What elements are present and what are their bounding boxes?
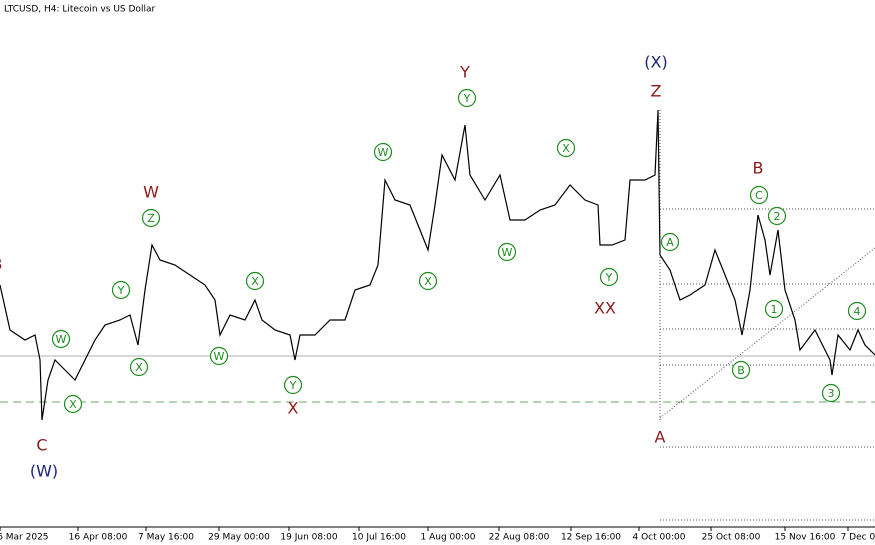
x-tick-label: 16 Apr 08:00 <box>69 533 128 543</box>
wave-label: B <box>753 159 764 178</box>
wave-label: Z <box>651 82 662 101</box>
wave-circle <box>283 375 303 395</box>
wave-label: A <box>655 428 666 447</box>
wave-circle <box>497 242 517 262</box>
wave-label: Z <box>147 212 155 225</box>
x-tick-label: 15 Nov 16:00 <box>775 533 836 543</box>
x-tick-label: 7 Dec 00:00 <box>841 533 875 543</box>
price-line <box>0 109 875 421</box>
x-tick-label: 26 Mar 2025 <box>0 533 49 543</box>
wave-label: W <box>214 350 225 363</box>
wave-label: (X) <box>644 53 667 72</box>
wave-label: 2 <box>774 210 781 223</box>
wave-label: W <box>56 333 67 346</box>
wave-label: 4 <box>854 305 861 318</box>
wave-label: W <box>143 183 159 202</box>
wave-circle <box>767 206 787 226</box>
wave-label: X <box>288 399 299 418</box>
chart-title: LTCUSD, H4: Litecoin vs US Dollar <box>4 5 155 15</box>
wave-circle <box>847 301 867 321</box>
x-tick-label: 4 Oct 00:00 <box>633 533 686 543</box>
fib-levels <box>659 110 875 521</box>
x-tick-label: 10 Jul 16:00 <box>352 533 406 543</box>
wave-label: 3 <box>828 387 835 400</box>
x-tick-label: 7 May 16:00 <box>138 533 194 543</box>
x-tick-label: 29 May 00:00 <box>208 533 270 543</box>
wave-label: XX <box>594 299 616 318</box>
x-tick-label: 25 Oct 08:00 <box>702 533 761 543</box>
x-tick-label: 12 Sep 16:00 <box>561 533 621 543</box>
wave-circle <box>556 138 576 158</box>
wave-label: (W) <box>30 462 58 481</box>
wave-label: Y <box>289 379 297 392</box>
wave-circle <box>245 271 265 291</box>
wave-label: B <box>0 255 2 274</box>
wave-label: X <box>424 275 432 288</box>
wave-label: W <box>378 146 389 159</box>
wave-label: A <box>666 236 674 249</box>
x-tick-label: 1 Aug 00:00 <box>421 533 476 543</box>
wave-label: X <box>562 142 570 155</box>
wave-label: X <box>135 361 143 374</box>
wave-label: 1 <box>771 303 778 316</box>
x-tick-label: 19 Jun 08:00 <box>280 533 337 543</box>
wave-label: W <box>502 246 513 259</box>
wave-circle <box>418 271 438 291</box>
wave-circle <box>457 88 477 108</box>
x-tick-label: 22 Aug 08:00 <box>489 533 550 543</box>
wave-circle <box>599 267 619 287</box>
wave-label: Y <box>117 284 125 297</box>
wave-circle <box>821 383 841 403</box>
wave-label: Y <box>463 92 471 105</box>
wave-circle <box>209 346 229 366</box>
wave-label: B <box>737 364 745 377</box>
wave-label: Y <box>459 63 470 82</box>
wave-circle <box>129 357 149 377</box>
wave-circle <box>731 360 751 380</box>
wave-circle <box>749 185 769 205</box>
wave-circle <box>111 280 131 300</box>
wave-circle <box>660 232 680 252</box>
wave-label: Y <box>605 271 613 284</box>
wave-label: X <box>69 398 77 411</box>
wave-label: X <box>251 275 259 288</box>
wave-label: C <box>755 189 763 202</box>
wave-circle <box>51 329 71 349</box>
wave-circle <box>141 208 161 228</box>
wave-circle <box>764 299 784 319</box>
wave-circle <box>373 142 393 162</box>
wave-circle <box>63 394 83 414</box>
wave-label: C <box>36 436 47 455</box>
